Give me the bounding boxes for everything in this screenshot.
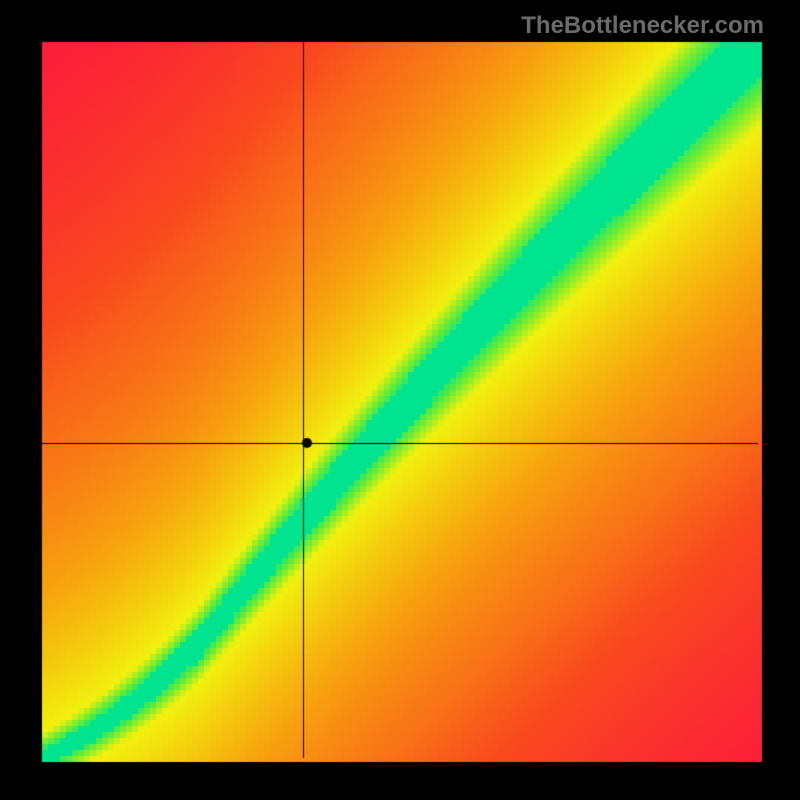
bottleneck-heatmap xyxy=(0,0,800,800)
watermark-text: TheBottlenecker.com xyxy=(521,12,764,40)
chart-container: { "watermark": { "text": "TheBottlenecke… xyxy=(0,0,800,800)
